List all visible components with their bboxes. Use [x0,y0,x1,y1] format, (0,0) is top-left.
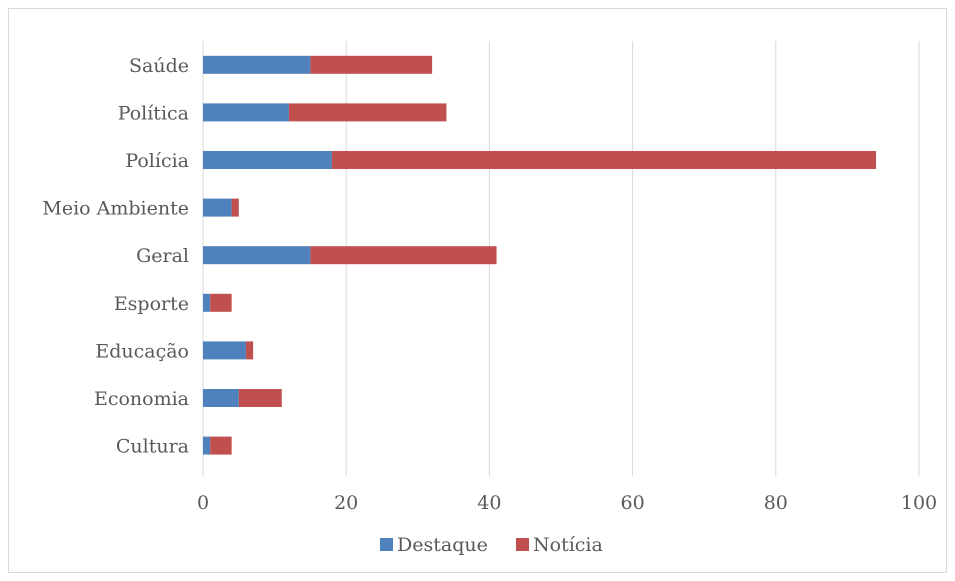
stacked-bar-chart: Saúde Política Polícia Meio Ambiente Geral Es… [42,41,937,556]
legend-label-noticia: Notícia [533,534,603,556]
category-label: Esporte [114,293,189,315]
category-label: Meio Ambiente [42,198,189,220]
legend: Destaque Notícia [380,534,603,556]
category-label: Geral [136,245,189,267]
category-label: Cultura [116,436,189,458]
x-tick-label: 0 [197,492,209,514]
bar-noticia [245,341,254,360]
bar-noticia [210,436,232,455]
x-tick-label: 80 [764,492,788,514]
legend-swatch-destaque [380,538,393,551]
bar-destaque [203,293,211,312]
bar-destaque [203,436,211,455]
category-label: Política [118,102,189,124]
category-labels: Saúde Política Polícia Meio Ambiente Geral Es… [42,55,189,458]
bar-noticia [331,151,877,169]
bar-destaque [203,341,246,360]
category-label: Educação [95,340,189,362]
bar-noticia [310,55,433,74]
x-tick-label: 100 [901,492,937,514]
x-tick-label: 60 [621,492,645,514]
bar-noticia [238,389,282,407]
bar-destaque [203,103,289,122]
category-label: Polícia [125,150,189,172]
bar-noticia [310,246,497,265]
x-tick-labels: 0 20 40 60 80 100 [197,492,937,514]
bar-noticia [288,103,447,122]
bar-noticia [231,198,239,217]
x-tick-label: 40 [477,492,501,514]
bar-destaque [203,198,232,217]
x-tick-label: 20 [334,492,358,514]
bar-noticia [210,293,232,312]
bars [203,55,877,455]
chart-frame: Saúde Política Polícia Meio Ambiente Geral Es… [8,8,947,573]
legend-label-destaque: Destaque [397,534,488,556]
bar-destaque [203,55,311,74]
bar-destaque [203,246,311,265]
category-label: Economia [94,388,189,410]
bar-destaque [203,389,239,407]
category-label: Saúde [129,55,189,77]
bar-destaque [203,151,332,169]
legend-swatch-noticia [516,538,529,551]
